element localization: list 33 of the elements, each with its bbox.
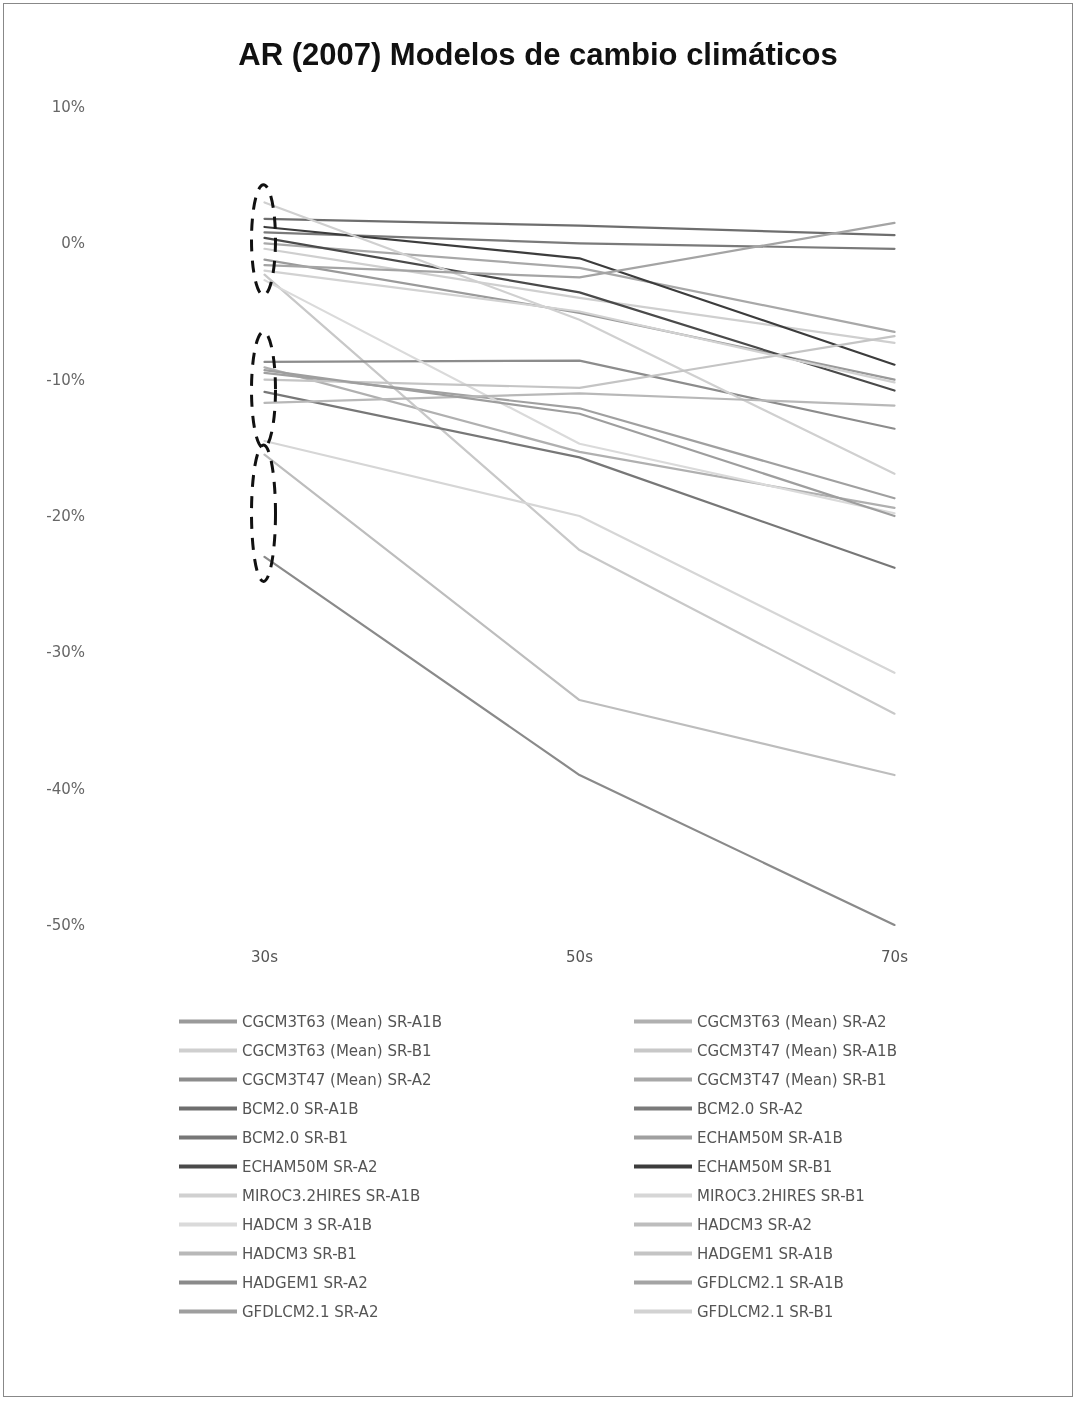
legend-label: HADGEM1 SR-A1B [697,1244,833,1263]
y-tick-label: 0% [61,234,85,253]
legend-label: BCM2.0 SR-A1B [242,1099,359,1118]
y-tick-label: 10% [51,98,85,116]
legend-label: BCM2.0 SR-B1 [242,1128,349,1147]
legend-label: MIROC3.2HIRES SR-A1B [242,1186,421,1205]
legend-label: ECHAM50M SR-B1 [697,1157,833,1176]
legend-label: ECHAM50M SR-A2 [242,1157,378,1176]
y-tick-label: -50% [46,916,85,934]
legend-label: CGCM3T63 (Mean) SR-A2 [697,1012,887,1031]
legend-label: HADCM 3 SR-A1B [242,1215,373,1234]
legend-label: CGCM3T47 (Mean) SR-A2 [242,1070,432,1089]
x-tick-label: 70s [881,947,909,966]
legend-label: BCM2.0 SR-A2 [697,1099,804,1118]
y-tick-label: -30% [46,643,85,662]
legend-label: HADCM3 SR-A2 [697,1215,813,1234]
legend-label: CGCM3T47 (Mean) SR-A1B [697,1041,897,1060]
legend-label: GFDLCM2.1 SR-B1 [697,1302,834,1321]
legend-label: HADCM3 SR-B1 [242,1244,357,1263]
legend-label: ECHAM50M SR-A1B [697,1128,843,1147]
y-tick-label: -40% [46,779,85,798]
legend-label: HADGEM1 SR-A2 [242,1273,368,1292]
legend-label: CGCM3T63 (Mean) SR-B1 [242,1041,432,1060]
legend-label: GFDLCM2.1 SR-A1B [697,1273,844,1292]
legend-label: CGCM3T63 (Mean) SR-A1B [242,1012,442,1031]
x-tick-label: 50s [566,947,594,966]
legend-label: MIROC3.2HIRES SR-B1 [697,1186,865,1205]
legend-label: CGCM3T47 (Mean) SR-B1 [697,1070,887,1089]
y-tick-label: -20% [46,507,85,525]
x-tick-label: 30s [251,947,279,966]
legend-label: GFDLCM2.1 SR-A2 [242,1302,379,1321]
chart-title: AR (2007) Modelos de cambio climáticos [238,37,838,72]
y-tick-label: -10% [46,370,85,389]
